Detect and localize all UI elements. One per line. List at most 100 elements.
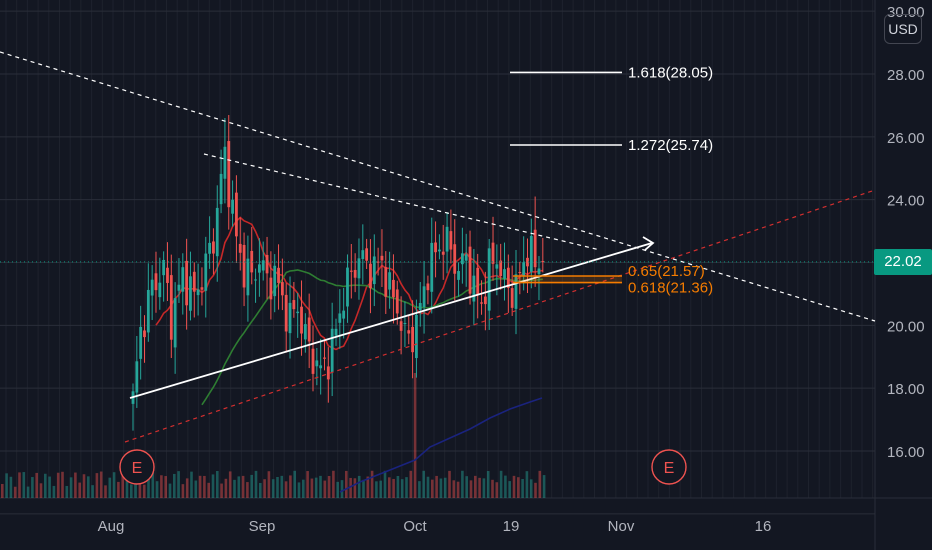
candle-body	[441, 251, 445, 255]
volume-bar	[461, 470, 464, 498]
candle-body	[288, 302, 292, 334]
candle-body	[173, 298, 177, 348]
volume-bar	[130, 484, 133, 498]
volume-bar	[392, 478, 395, 498]
candle-body	[330, 328, 334, 373]
volume-bar	[263, 479, 266, 498]
volume-bar	[35, 472, 38, 498]
candle-body	[487, 248, 491, 311]
volume-bar	[211, 474, 215, 498]
candle-body	[403, 323, 407, 325]
volume-bar	[534, 482, 537, 498]
candle-body	[503, 269, 506, 279]
candle-body	[303, 324, 307, 340]
volume-bar	[405, 477, 408, 498]
candle-body	[449, 231, 453, 250]
currency-label[interactable]: USD	[884, 14, 922, 44]
volume-bar	[289, 475, 292, 498]
volume-bar	[190, 471, 193, 498]
x-tick-label: 19	[503, 518, 520, 535]
candle-body	[395, 289, 399, 314]
candle-body	[212, 241, 215, 254]
volume-bar	[499, 470, 503, 498]
y-tick-label: 16.00	[887, 444, 925, 461]
candle-body	[476, 267, 480, 295]
fib-label: 0.618(21.36)	[628, 280, 713, 297]
volume-bar	[44, 473, 47, 498]
volume-bar	[439, 478, 443, 498]
volume-bar	[254, 470, 258, 498]
volume-bars	[1, 373, 546, 498]
candle-body	[261, 260, 265, 271]
volume-bar	[495, 482, 499, 498]
volume-bar	[18, 472, 21, 498]
candle-body	[533, 229, 537, 268]
candle-body	[196, 289, 200, 296]
candle-body	[200, 287, 204, 290]
volume-bar	[314, 477, 318, 498]
candle-body	[506, 267, 510, 288]
candle-body	[238, 243, 242, 253]
volume-bar	[108, 477, 112, 498]
volume-bar	[1, 484, 4, 498]
candle-body	[139, 326, 143, 359]
volume-bar	[383, 470, 387, 498]
candle-body	[150, 279, 154, 296]
volume-bar	[327, 475, 331, 498]
candle-body	[349, 270, 353, 272]
candle-body	[181, 267, 185, 292]
fib-label: 1.618(28.05)	[628, 64, 713, 81]
earnings-label: E	[132, 460, 143, 477]
volume-bar	[9, 476, 13, 498]
volume-bar	[443, 477, 447, 498]
candle-body	[453, 244, 457, 274]
volume-bar	[504, 475, 507, 498]
earnings-marker[interactable]: E	[651, 449, 687, 485]
volume-bar	[482, 478, 486, 498]
candle-body	[227, 141, 231, 208]
candle-body	[438, 249, 441, 252]
ma-mid-line	[201, 269, 543, 406]
support-trendline-dashed	[124, 189, 876, 443]
candle-body	[292, 300, 296, 310]
volume-bar	[246, 482, 249, 498]
earnings-marker[interactable]: E	[119, 449, 155, 485]
fib-zone	[513, 276, 622, 283]
volume-bar	[112, 472, 116, 498]
volume-bar	[39, 483, 43, 498]
candle-body	[154, 273, 158, 291]
candle-body	[445, 226, 449, 252]
candle-body	[430, 242, 434, 292]
y-tick-label: 26.00	[887, 130, 925, 147]
volume-bar	[465, 476, 468, 498]
candle-body	[334, 328, 338, 336]
volume-bar	[474, 475, 477, 498]
candle-body	[422, 286, 426, 307]
volume-bar	[22, 472, 26, 498]
candle-body	[510, 288, 514, 308]
volume-bar	[48, 476, 51, 498]
volume-bar	[297, 482, 301, 498]
candle-body	[415, 314, 418, 359]
volume-bar	[216, 470, 219, 498]
candle-body	[434, 242, 437, 253]
volume-bar	[142, 484, 146, 498]
volume-bar	[508, 481, 511, 498]
volume-bar	[91, 485, 94, 498]
candle-body	[392, 279, 395, 298]
candle-body	[219, 173, 223, 205]
volume-bar	[396, 475, 400, 498]
candle-body	[254, 279, 257, 281]
x-tick-label: Nov	[608, 518, 635, 535]
y-tick-label: 18.00	[887, 381, 925, 398]
candle-body	[169, 275, 173, 340]
candle-body	[235, 192, 238, 237]
volume-bar	[302, 479, 305, 498]
volume-bar	[538, 470, 542, 498]
volume-bar	[69, 477, 73, 498]
volume-bar	[207, 482, 210, 498]
drawings: 1.618(28.05) 1.272(25.74) 0.65(21.57)0.618…	[0, 51, 876, 443]
candle-body	[311, 348, 315, 374]
